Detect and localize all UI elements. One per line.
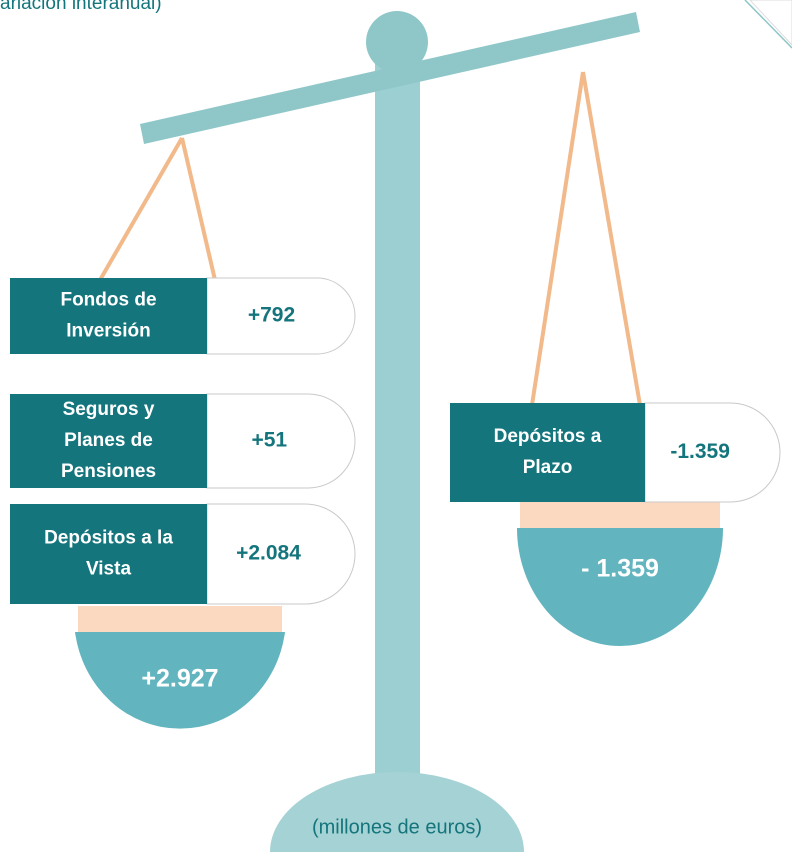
item-value: +2.084 [236, 542, 301, 565]
item-value: -1.359 [670, 440, 730, 463]
label-box [450, 403, 645, 502]
pivot [366, 11, 428, 73]
total: - 1.359 [581, 555, 659, 583]
unit-note: (millones de euros) [312, 816, 482, 838]
pan-rim [78, 606, 282, 634]
item-value: +51 [251, 429, 287, 452]
item-label: Planes de [64, 430, 153, 451]
item-label: Seguros y [63, 399, 155, 420]
item-label: Fondos de [60, 290, 156, 311]
item-label: Inversión [66, 321, 150, 342]
item-label: Vista [86, 559, 132, 580]
item-value: +792 [248, 304, 295, 327]
pole [375, 50, 420, 840]
item-label: Depósitos a la [44, 528, 173, 549]
item-label: Depósitos a [494, 426, 602, 447]
subtitle: ariación interanual) [0, 0, 162, 14]
base [270, 772, 524, 852]
label-box [10, 504, 207, 604]
pan-bowl [517, 528, 723, 646]
item-label: Pensiones [61, 461, 156, 482]
infographic: ariación interanual) (millones de euros)… [0, 0, 792, 852]
total: +2.927 [141, 665, 218, 693]
item-label: Plazo [523, 457, 573, 478]
page-corner [750, 0, 792, 45]
pan-rim [520, 500, 720, 530]
